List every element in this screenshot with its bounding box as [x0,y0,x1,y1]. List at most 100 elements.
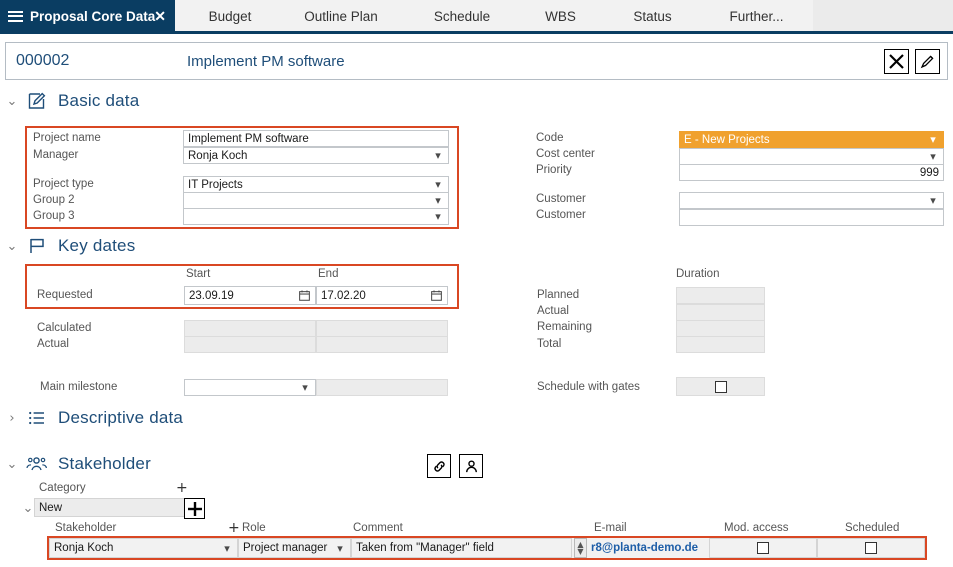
tab-wbs[interactable]: WBS [513,0,608,32]
actual-end-field [316,336,448,353]
category-row[interactable]: New [34,498,186,517]
label-total: Total [537,338,562,350]
stakeholder-add-icon[interactable]: + [228,520,240,536]
label-manager: Manager [33,149,79,161]
tab-further[interactable]: Further... [700,0,813,32]
stakeholder-value: Ronja Koch [54,542,114,554]
col-header-role: Role [242,522,266,534]
section-title: Stakeholder [58,454,151,473]
requested-start-input[interactable]: 23.09.19 [184,286,316,305]
category-row-chevron-icon[interactable]: ⌄ [22,501,34,516]
col-header-duration: Duration [676,268,720,280]
project-type-select[interactable]: IT Projects ▾ [183,176,449,193]
section-title: Basic data [58,91,140,110]
total-duration-field [676,336,765,353]
group-2-select[interactable]: ▾ [183,192,449,209]
project-name-input[interactable]: Implement PM software [183,130,449,147]
edit-record-button[interactable] [915,49,940,74]
section-stakeholder[interactable]: ⌄ Stakeholder [4,451,151,477]
label-requested: Requested [37,289,93,301]
chevron-down-icon[interactable]: ▾ [435,210,441,223]
customer-input[interactable] [679,209,944,226]
col-header-end: End [318,268,339,280]
chevron-down-icon[interactable]: ▾ [930,133,936,146]
tab-label: WBS [545,8,576,24]
checkbox-icon [714,380,727,393]
cell-comment[interactable]: Taken from "Manager" field [351,538,572,558]
tab-label: Further... [729,8,784,24]
list-icon [24,408,50,428]
chevron-down-icon[interactable]: ▾ [435,149,441,162]
tab-status[interactable]: Status [605,0,700,32]
close-record-button[interactable] [884,49,909,74]
label-customer-2: Customer [536,209,586,221]
chevron-down-icon[interactable]: ▾ [435,194,441,207]
category-row-value: New [39,501,63,514]
label-project-name: Project name [33,132,101,144]
tab-proposal-core-data[interactable]: Proposal Core Data ✕ [0,0,175,32]
group-3-select[interactable]: ▾ [183,208,449,225]
main-milestone-select[interactable]: ▾ [184,379,316,396]
record-header-bar: 000002 Implement PM software [5,42,948,80]
add-stakeholder-row-button[interactable] [184,498,205,519]
plus-icon [187,501,202,516]
people-icon [24,454,50,474]
label-group-3: Group 3 [33,210,75,222]
code-select[interactable]: E - New Projects ▾ [679,131,944,148]
calendar-icon[interactable] [429,290,443,301]
cell-mod-access[interactable] [709,538,817,558]
label-customer-1: Customer [536,193,586,205]
close-icon[interactable]: ✕ [154,8,166,24]
category-column-header: Category [39,482,86,494]
comment-value: Taken from "Manager" field [356,542,494,554]
hamburger-icon[interactable] [8,8,23,24]
record-title: Implement PM software [187,53,345,70]
col-header-stakeholder: Stakeholder [55,522,117,534]
label-project-type: Project type [33,178,94,190]
link-stakeholder-button[interactable] [427,454,451,478]
chevron-down-icon[interactable]: ▾ [337,541,343,555]
chevron-down-icon[interactable]: ▾ [930,194,936,207]
label-schedule-with-gates: Schedule with gates [537,381,640,393]
email-stepper[interactable]: ▲ ▼ [574,538,587,558]
priority-input[interactable]: 999 [679,164,944,181]
category-add-icon[interactable]: + [176,480,188,496]
chevron-down-icon[interactable]: ▾ [302,381,308,394]
add-person-button[interactable] [459,454,483,478]
checkbox-icon[interactable] [757,542,769,554]
tab-label: Proposal Core Data [30,8,156,24]
section-descriptive-data[interactable]: › Descriptive data [4,405,183,431]
requested-end-input[interactable]: 17.02.20 [316,286,448,305]
chevron-down-icon[interactable]: ⌄ [6,456,18,472]
cell-email[interactable]: ▲ ▼ r8@planta-demo.de [572,538,709,558]
manager-select[interactable]: Ronja Koch ▾ [183,147,449,164]
customer-select[interactable]: ▾ [679,192,944,209]
checkbox-icon[interactable] [865,542,877,554]
cell-scheduled[interactable] [817,538,925,558]
calculated-start-field [184,320,316,337]
calendar-icon[interactable] [297,290,311,301]
section-key-dates[interactable]: ⌄ Key dates [4,233,136,259]
label-main-milestone: Main milestone [40,381,118,393]
tab-schedule[interactable]: Schedule [397,0,527,32]
person-icon [465,459,477,472]
chevron-down-icon[interactable]: ▾ [224,541,230,555]
col-header-email: E-mail [594,522,627,534]
cost-center-select[interactable]: ▾ [679,148,944,165]
chevron-down-icon[interactable]: ▾ [930,150,936,163]
label-actual-duration: Actual [537,305,569,317]
chevron-down-icon[interactable]: ⌄ [6,93,18,109]
tab-outline-plan[interactable]: Outline Plan [285,0,397,32]
manager-value: Ronja Koch [188,149,248,162]
record-id: 000002 [16,52,70,69]
chevron-down-icon[interactable]: ⌄ [6,238,18,254]
tab-budget[interactable]: Budget [175,0,285,32]
schedule-with-gates-checkbox[interactable] [676,377,765,396]
tab-underline [0,31,953,34]
chevron-right-icon[interactable]: › [9,410,15,426]
email-value[interactable]: r8@planta-demo.de [591,542,699,554]
cell-stakeholder[interactable]: Ronja Koch ▾ [49,538,238,558]
chevron-down-icon[interactable]: ▾ [435,178,441,191]
section-basic-data[interactable]: ⌄ Basic data [4,88,140,114]
cell-role[interactable]: Project manager ▾ [238,538,351,558]
